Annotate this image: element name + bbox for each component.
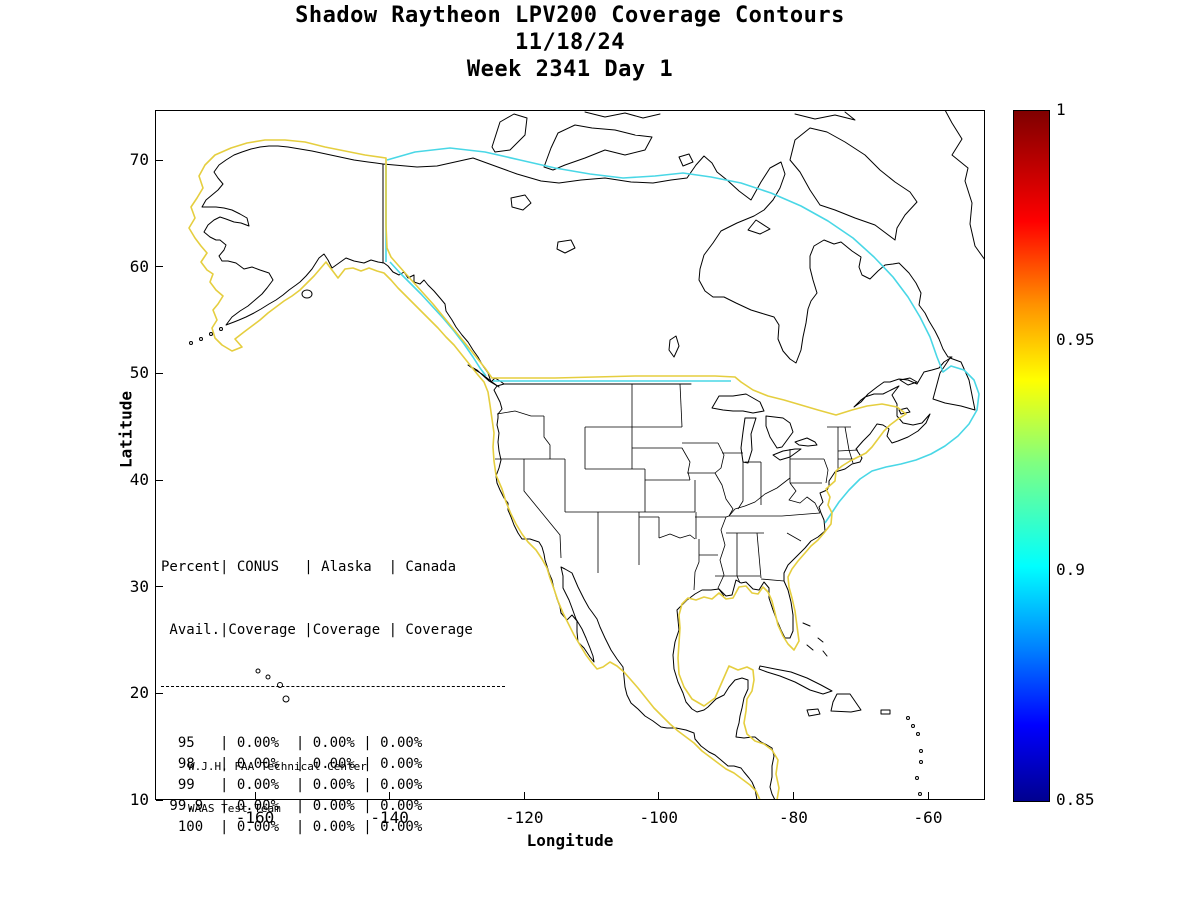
lake-winnipeg [668, 335, 680, 358]
y-tick-mark [156, 692, 163, 694]
x-tick-mark [254, 792, 256, 799]
greenland-coast [944, 110, 985, 261]
coverage-table-header1: Percent| CONUS | Alaska | Canada [161, 559, 457, 575]
y-tick-label: 40 [129, 470, 149, 489]
island-baffin [789, 127, 918, 241]
coverage-table-row: 95 | 0.00% | 0.00% | 0.00% [161, 735, 423, 751]
y-tick-label: 20 [129, 683, 149, 703]
lake-superior [711, 393, 765, 414]
x-tick-mark [927, 792, 929, 799]
coverage-table-row: 100 | 0.00% | 0.00% | 0.00% [161, 819, 423, 835]
island-southampton [747, 219, 771, 235]
island-devon [794, 111, 856, 121]
y-tick-label: 70 [129, 150, 149, 169]
y-tick-label: 30 [129, 576, 149, 596]
island-banks [491, 113, 528, 153]
plot-date: 11/18/24 [515, 30, 625, 55]
x-tick-label: -80 [778, 808, 808, 827]
coverage-table: Percent| CONUS | Alaska | Canada Avail.|… [161, 515, 505, 880]
lake-michigan [740, 417, 757, 464]
y-tick-mark [156, 479, 163, 481]
lake-ontario [794, 437, 818, 447]
colorbar-tick-label: 0.85 [1056, 790, 1095, 809]
islands-hawaii [255, 668, 290, 703]
coverage-table-row: 99.9 | 0.00% | 0.00% | 0.00% [161, 798, 423, 814]
x-tick-label: -140 [370, 808, 409, 827]
y-tick-mark [156, 799, 163, 801]
x-tick-label: -120 [504, 808, 544, 827]
islands-lesser-antilles [906, 716, 923, 796]
lake-erie [772, 448, 802, 461]
island-puerto-rico [880, 709, 891, 715]
islands-aleutian [189, 289, 313, 345]
y-tick-label: 10 [129, 790, 149, 809]
colorbar-tick-label: 0.9 [1056, 560, 1085, 579]
island-victoria [543, 124, 653, 171]
contour-0-90 [385, 147, 980, 524]
credit-annotation: W.J.H. FAA Technical Center WAAS Test Te… [188, 732, 367, 844]
y-tick-mark [156, 586, 163, 588]
islands-bahamas [802, 622, 828, 657]
title-block: Shadow Raytheon LPV200 Coverage Contours… [155, 2, 985, 83]
y-tick-mark [156, 266, 163, 268]
x-tick-label: -100 [639, 808, 679, 827]
island-hispaniola [830, 693, 862, 713]
plot-week-day: Week 2341 Day 1 [466, 57, 674, 82]
island-pei [898, 407, 911, 415]
coastline-mainland [201, 145, 953, 800]
colorbar [1013, 110, 1050, 802]
plot-title: Shadow Raytheon LPV200 Coverage Contours [295, 3, 845, 28]
x-tick-mark [658, 792, 660, 799]
lake-huron [765, 415, 794, 449]
state-borders [495, 383, 859, 597]
islands-parry [584, 111, 661, 119]
x-tick-mark [792, 792, 794, 799]
y-tick-mark [156, 372, 163, 374]
island-anticosti [899, 377, 918, 386]
coverage-table-separator [161, 686, 505, 687]
island-cuba [758, 665, 833, 695]
coverage-table-header2: Avail.|Coverage |Coverage | Coverage [161, 622, 473, 638]
coverage-table-row: 99 | 0.00% | 0.00% | 0.00% [161, 777, 423, 793]
x-axis-label: Longitude [526, 831, 614, 850]
colorbar-tick-label: 1 [1056, 100, 1066, 119]
island-king-william [678, 153, 694, 167]
coverage-table-rows: 95 | 0.00% | 0.00% | 0.00% 98 | 0.00% | … [161, 733, 505, 838]
y-tick-label: 50 [129, 363, 149, 383]
credit-line-2: WAAS Test Team [188, 802, 281, 815]
plot-area [155, 110, 985, 800]
island-jamaica [806, 708, 821, 717]
y-tick-label: 60 [129, 256, 149, 276]
lake-great-slave [556, 239, 576, 254]
y-tick-mark [156, 159, 163, 161]
x-tick-mark [389, 792, 391, 799]
coverage-map [155, 110, 985, 800]
plot-frame [155, 110, 985, 800]
colorbar-tick-label: 0.95 [1056, 330, 1095, 349]
x-tick-mark [523, 792, 525, 799]
x-tick-label: -60 [913, 808, 943, 827]
x-tick-label: -160 [235, 808, 275, 827]
credit-line-1: W.J.H. FAA Technical Center [188, 760, 367, 773]
island-newfoundland [932, 357, 976, 411]
coverage-table-row: 98 | 0.00% | 0.00% | 0.00% [161, 756, 423, 772]
contour-0-95 [188, 139, 907, 800]
lake-great-bear [510, 194, 532, 211]
